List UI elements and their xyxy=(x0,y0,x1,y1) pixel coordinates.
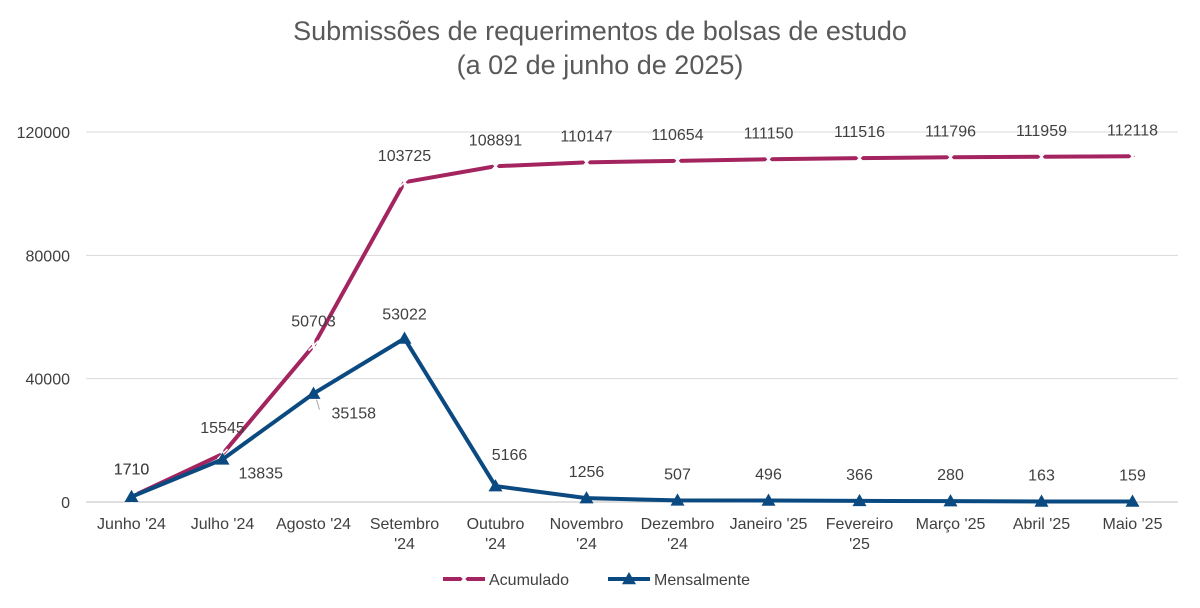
title-line-2: (a 02 de junho de 2025) xyxy=(456,50,744,80)
data-label-mensalmente: 159 xyxy=(1119,468,1146,485)
point-marker-acumulado xyxy=(580,156,593,169)
legend-marker-mensalmente xyxy=(622,572,636,585)
point-marker-acumulado xyxy=(853,152,866,165)
data-label-acumulado: 110654 xyxy=(651,127,703,144)
point-marker-acumulado xyxy=(398,176,411,189)
data-label-mensalmente: 507 xyxy=(664,466,691,483)
point-marker-mensalmente xyxy=(761,493,776,506)
point-marker-mensalmente xyxy=(579,491,594,504)
data-label-mensalmente: 1710 xyxy=(114,462,150,479)
point-marker-mensalmente xyxy=(852,493,867,507)
data-label-acumulado: 103725 xyxy=(378,148,431,165)
point-marker-acumulado xyxy=(1126,150,1139,163)
data-label-acumulado: 112118 xyxy=(1107,122,1158,139)
point-marker-acumulado xyxy=(1035,150,1048,163)
point-marker-acumulado xyxy=(762,153,775,166)
data-label-mensalmente: 163 xyxy=(1028,467,1055,484)
y-tick-label: 40000 xyxy=(26,372,71,389)
data-label-mensalmente: 35158 xyxy=(332,406,377,423)
data-label-mensalmente: 53022 xyxy=(382,307,427,324)
data-label-mensalmente: 1256 xyxy=(569,464,605,481)
data-label-mensalmente: 280 xyxy=(937,467,964,484)
x-tick-label: Agosto '24 xyxy=(276,516,351,533)
series-group xyxy=(124,150,1140,507)
x-axis: Junho '24 Julho '24 Agosto '24 Setembro '24 O… xyxy=(97,516,1163,553)
legend-label: Acumulado xyxy=(489,572,569,589)
point-marker-mensalmente xyxy=(215,452,230,465)
data-label-mensalmente: 496 xyxy=(755,466,782,483)
series-line-acumulado xyxy=(129,154,1135,499)
point-marker-mensalmente xyxy=(670,493,685,506)
x-tick-label: Maio '25 xyxy=(1103,516,1163,533)
data-label-acumulado: 110147 xyxy=(560,128,612,145)
data-label-acumulado: 111516 xyxy=(834,124,885,141)
point-marker-mensalmente xyxy=(397,331,412,344)
point-marker-acumulado xyxy=(307,339,320,352)
title-line-1: Submissões de requerimentos de bolsas de… xyxy=(293,16,907,46)
legend-marker-acumulado xyxy=(458,573,470,585)
data-label-acumulado: 15545 xyxy=(200,420,245,437)
point-marker-acumulado xyxy=(671,154,684,167)
x-tick-label: Fevereiro xyxy=(826,516,894,533)
y-tick-label: 80000 xyxy=(26,248,71,265)
x-tick-label: Julho '24 xyxy=(191,516,255,533)
x-tick-label: '24 xyxy=(667,536,688,553)
x-tick-label: Setembro xyxy=(370,516,439,533)
x-tick-label: Abril '25 xyxy=(1013,516,1070,533)
data-label-acumulado: 108891 xyxy=(469,132,522,149)
x-tick-label: Outubro xyxy=(467,516,525,533)
data-label-acumulado: 111150 xyxy=(744,125,794,142)
leader-line xyxy=(316,399,320,410)
point-marker-acumulado xyxy=(944,151,957,164)
x-tick-label: '24 xyxy=(394,536,415,553)
point-marker-mensalmente xyxy=(1034,494,1049,507)
data-label-acumulado: 50703 xyxy=(291,314,336,331)
data-labels: 1710 15545 50703 103725 108891 110147 110654 11… xyxy=(114,122,1158,484)
point-marker-mensalmente xyxy=(306,386,321,399)
x-tick-label: '24 xyxy=(485,536,506,553)
x-tick-label: Junho '24 xyxy=(97,516,166,533)
data-label-acumulado: 111796 xyxy=(925,123,976,140)
y-tick-label: 0 xyxy=(61,495,70,512)
data-label-mensalmente: 366 xyxy=(846,467,873,484)
x-tick-label: Novembro xyxy=(550,516,624,533)
data-label-mensalmente: 5166 xyxy=(492,447,528,464)
legend: Acumulado Mensalmente xyxy=(443,572,750,589)
point-marker-acumulado xyxy=(489,160,502,173)
data-label-acumulado: 1710 xyxy=(114,462,150,479)
x-tick-label: Janeiro '25 xyxy=(730,516,808,533)
data-label-acumulado: 111959 xyxy=(1016,123,1067,140)
point-marker-mensalmente xyxy=(943,494,958,507)
point-marker-mensalmente xyxy=(124,489,139,502)
x-tick-label: '25 xyxy=(849,536,870,553)
data-label-mensalmente: 13835 xyxy=(239,465,284,482)
x-tick-label: Março '25 xyxy=(916,516,986,533)
x-tick-label: Dezembro xyxy=(641,516,715,533)
chart-title: Submissões de requerimentos de bolsas de… xyxy=(0,14,1200,82)
point-marker-mensalmente xyxy=(488,479,503,492)
point-marker-mensalmente xyxy=(1125,494,1140,507)
y-axis: 0 40000 80000 120000 xyxy=(17,125,70,512)
gridlines xyxy=(86,131,1178,503)
legend-label: Mensalmente xyxy=(654,572,750,589)
series-line-mensalmente xyxy=(129,336,1135,504)
x-tick-label: '24 xyxy=(576,536,597,553)
y-tick-label: 120000 xyxy=(17,125,70,142)
